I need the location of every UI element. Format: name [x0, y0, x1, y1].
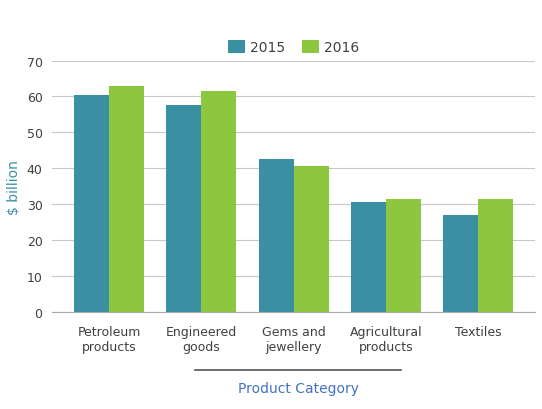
- Y-axis label: $ billion: $ billion: [7, 159, 21, 214]
- Bar: [478, 199, 513, 312]
- Bar: [74, 95, 109, 312]
- Text: Product Category: Product Category: [237, 381, 359, 395]
- Bar: [166, 106, 202, 312]
- Bar: [351, 203, 386, 312]
- Bar: [109, 86, 144, 312]
- Bar: [294, 167, 328, 312]
- Bar: [443, 215, 478, 312]
- Bar: [202, 92, 236, 312]
- Legend: 2015, 2016: 2015, 2016: [222, 36, 365, 61]
- Bar: [386, 199, 421, 312]
- Bar: [259, 160, 294, 312]
